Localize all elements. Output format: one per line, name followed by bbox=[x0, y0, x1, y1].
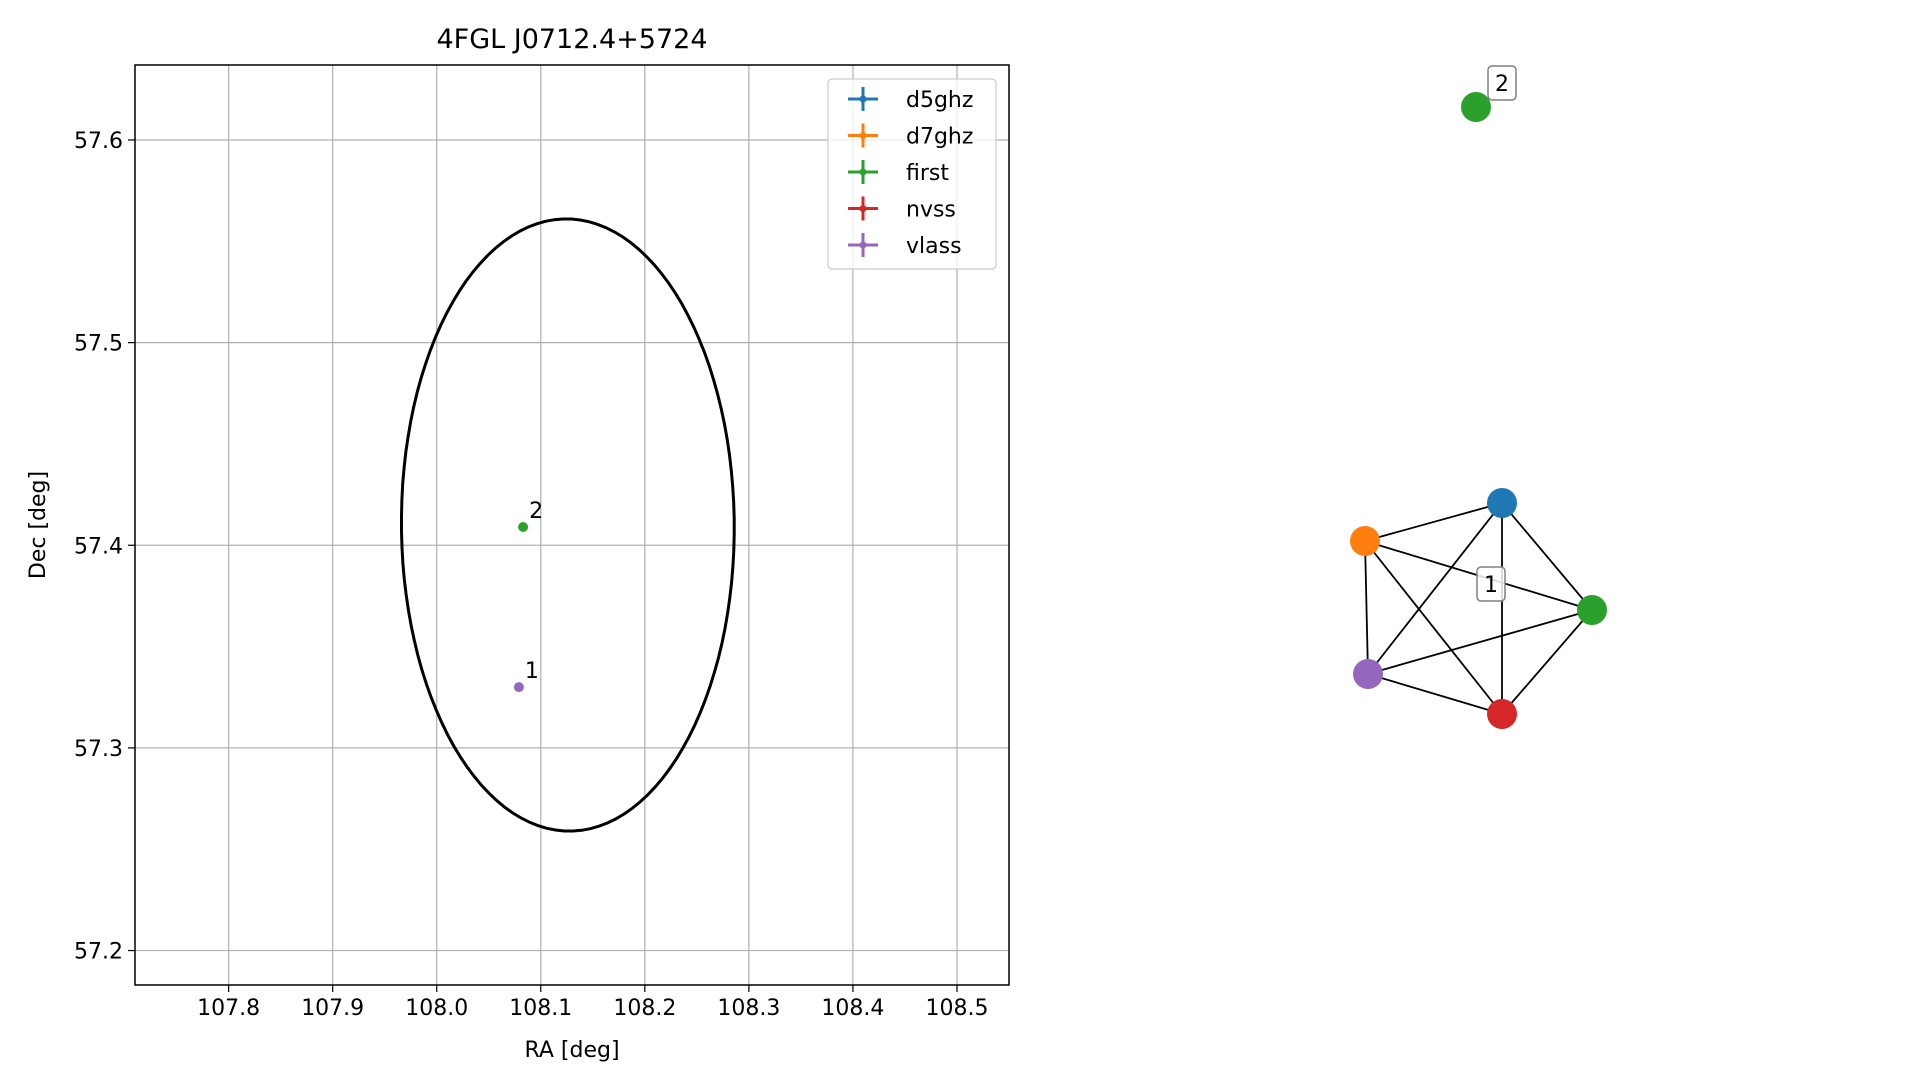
legend-label: nvss bbox=[906, 198, 956, 223]
source-point bbox=[513, 682, 524, 693]
x-tick-label: 107.9 bbox=[301, 996, 364, 1021]
y-axis-label: Dec [deg] bbox=[26, 471, 51, 579]
graph-label-box bbox=[1487, 65, 1517, 101]
graph-edge bbox=[1364, 540, 1503, 715]
graph-edge bbox=[1501, 502, 1593, 611]
legend-marker-dot bbox=[859, 95, 867, 103]
x-tick-label: 108.2 bbox=[613, 996, 676, 1021]
graph-edge bbox=[1367, 673, 1503, 715]
x-axis-ticks: 107.8 107.9 108.0 108.1 108.2 108.3 108.4 108.5 bbox=[197, 985, 988, 1021]
graph-edge bbox=[1501, 609, 1593, 715]
graph-nodes bbox=[1350, 92, 1607, 729]
legend-box bbox=[827, 78, 997, 270]
x-tick-label: 108.0 bbox=[405, 996, 468, 1021]
graph-node bbox=[1487, 699, 1517, 729]
graph-edge bbox=[1367, 502, 1503, 675]
legend-label: vlass bbox=[906, 234, 962, 259]
y-axis-ticks: 57.2 57.3 57.4 57.5 57.6 bbox=[74, 129, 135, 965]
x-tick-label: 108.5 bbox=[925, 996, 988, 1021]
y-tick-label: 57.2 bbox=[74, 940, 123, 965]
x-tick-label: 108.4 bbox=[821, 996, 884, 1021]
y-tick-label: 57.4 bbox=[74, 534, 123, 559]
source-point-label: 2 bbox=[529, 499, 543, 524]
ellipse-layer bbox=[400, 217, 736, 833]
network-graph: 12 bbox=[1350, 65, 1607, 729]
y-tick-label: 57.3 bbox=[74, 737, 123, 762]
chart-title: 4FGL J0712.4+5724 bbox=[436, 24, 707, 55]
graph-edge bbox=[1364, 540, 1369, 675]
source-point bbox=[518, 522, 529, 533]
legend-label: d7ghz bbox=[906, 125, 973, 150]
graph-label-box bbox=[1476, 566, 1506, 602]
source-points: 21 bbox=[513, 499, 543, 693]
graph-component-label: 1 bbox=[1484, 573, 1498, 598]
graph-node bbox=[1461, 92, 1491, 122]
legend: d5ghz d7ghz first nvss vlass bbox=[827, 78, 997, 270]
graph-node bbox=[1577, 595, 1607, 625]
x-tick-label: 107.8 bbox=[197, 996, 260, 1021]
graph-node bbox=[1487, 488, 1517, 518]
legend-label: d5ghz bbox=[906, 88, 973, 113]
graph-node bbox=[1350, 526, 1380, 556]
x-tick-label: 108.1 bbox=[509, 996, 572, 1021]
graph-edge bbox=[1367, 609, 1593, 675]
legend-marker-dot bbox=[859, 241, 867, 249]
x-axis-label: RA [deg] bbox=[524, 1038, 619, 1063]
y-tick-label: 57.5 bbox=[74, 332, 123, 357]
legend-marker-dot bbox=[859, 205, 867, 212]
legend-marker-dot bbox=[859, 168, 867, 176]
sky-scatter-plot: 21 107.8 107.9 108.0 108.1 108.2 108.3 108.4 10… bbox=[26, 24, 1010, 1063]
x-tick-label: 108.3 bbox=[717, 996, 780, 1021]
source-point-label: 1 bbox=[525, 659, 539, 684]
graph-component-label: 2 bbox=[1495, 72, 1509, 97]
graph-node bbox=[1353, 659, 1383, 689]
legend-marker-dot bbox=[859, 132, 867, 139]
graph-component-labels: 12 bbox=[1476, 65, 1517, 602]
y-tick-label: 57.6 bbox=[74, 129, 123, 154]
legend-entries: d5ghz d7ghz first nvss vlass bbox=[848, 87, 973, 259]
localization-ellipse bbox=[400, 217, 736, 833]
plot-frame bbox=[134, 64, 1010, 986]
legend-label: first bbox=[906, 161, 949, 186]
graph-edge bbox=[1364, 502, 1503, 542]
